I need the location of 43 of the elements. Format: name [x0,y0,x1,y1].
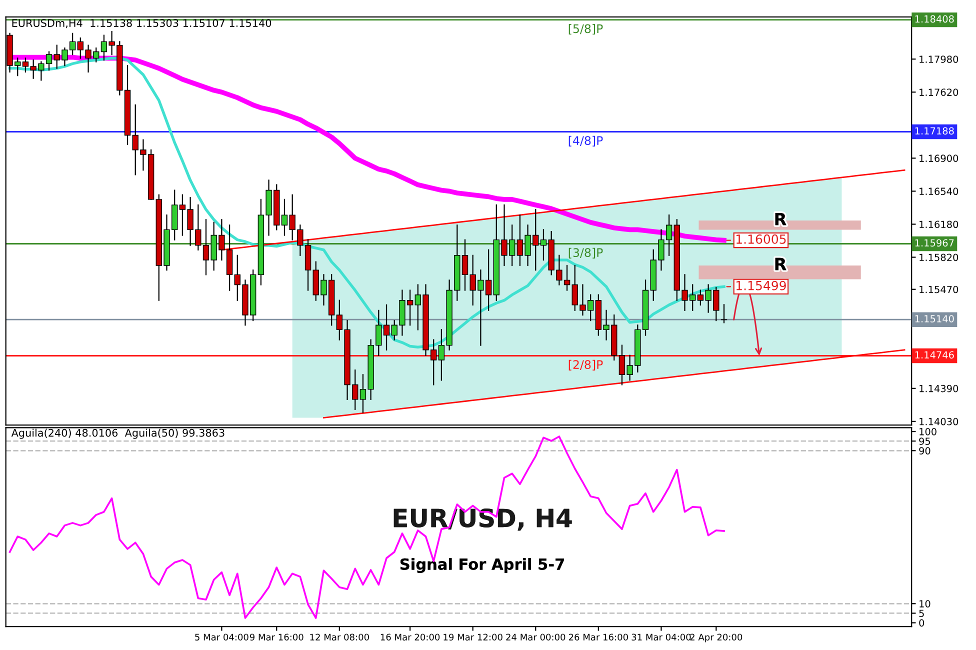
ref-line-label: [2/8]P [568,360,603,370]
y-tick-label: 1.16900 [920,154,958,162]
line-series [323,349,906,418]
y-tick-label: 1.16540 [920,188,958,196]
text: 1.15967 [915,239,954,247]
candlestick [462,239,468,291]
x-tick-label: 9 Mar 16:00 [250,634,304,641]
chart-title: EURUSDm,H4 1.15138 1.15303 1.15107 1.15140 [12,19,272,28]
ref-line-label: [4/8]P [568,136,603,146]
y-tick-label: 100 [920,428,936,436]
x-tick-label: 16 Mar 20:00 [380,634,440,641]
y-tick-label: 10 [920,600,930,608]
x-tick-label: 2 Apr 20:00 [690,634,742,642]
text: 1.18408 [915,15,954,23]
line-series [8,56,726,349]
y-tick-label: 5 [919,610,924,618]
y-tick-label: 1.15470 [920,286,958,294]
x-tick-label: 31 Mar 04:00 [632,634,691,641]
text: 1.14746 [915,351,954,359]
x-tick-label: 24 Mar 00:00 [506,634,566,641]
annotation: 1.16005 [736,234,786,244]
annotation: 1.15499 [736,280,786,290]
x-tick-label: 5 Mar 04:00 [195,634,248,641]
ref-line-label: [5/8]P [568,24,603,35]
y-tick-label: 0 [919,619,924,627]
band-label: R [775,212,786,226]
ref-line-label: [3/8]P [568,248,603,258]
text: 1.17188 [915,127,954,135]
y-tick-label: 1.14390 [920,384,958,392]
y-tick-label: 1.14030 [920,418,958,426]
chart-title: Aguila(240) 48.0106 Aguila(50) 99.3863 [11,428,224,439]
y-tick-label: 95 [919,438,930,445]
x-tick-label: 19 Mar 12:00 [444,634,502,641]
band-label: R [775,258,786,270]
y-tick-label: 1.17620 [920,88,958,96]
y-tick-label: 1.16180 [920,220,958,228]
x-tick-label: 12 Mar 08:00 [310,634,369,641]
annotation: Signal For April 5-7 [400,558,564,573]
text: 1.15140 [915,315,954,322]
y-tick-label: 1.17980 [920,56,958,63]
y-tick-label: 90 [919,447,930,454]
x-tick-label: 26 Mar 16:00 [568,634,628,641]
y-tick-label: 1.15820 [920,254,958,262]
